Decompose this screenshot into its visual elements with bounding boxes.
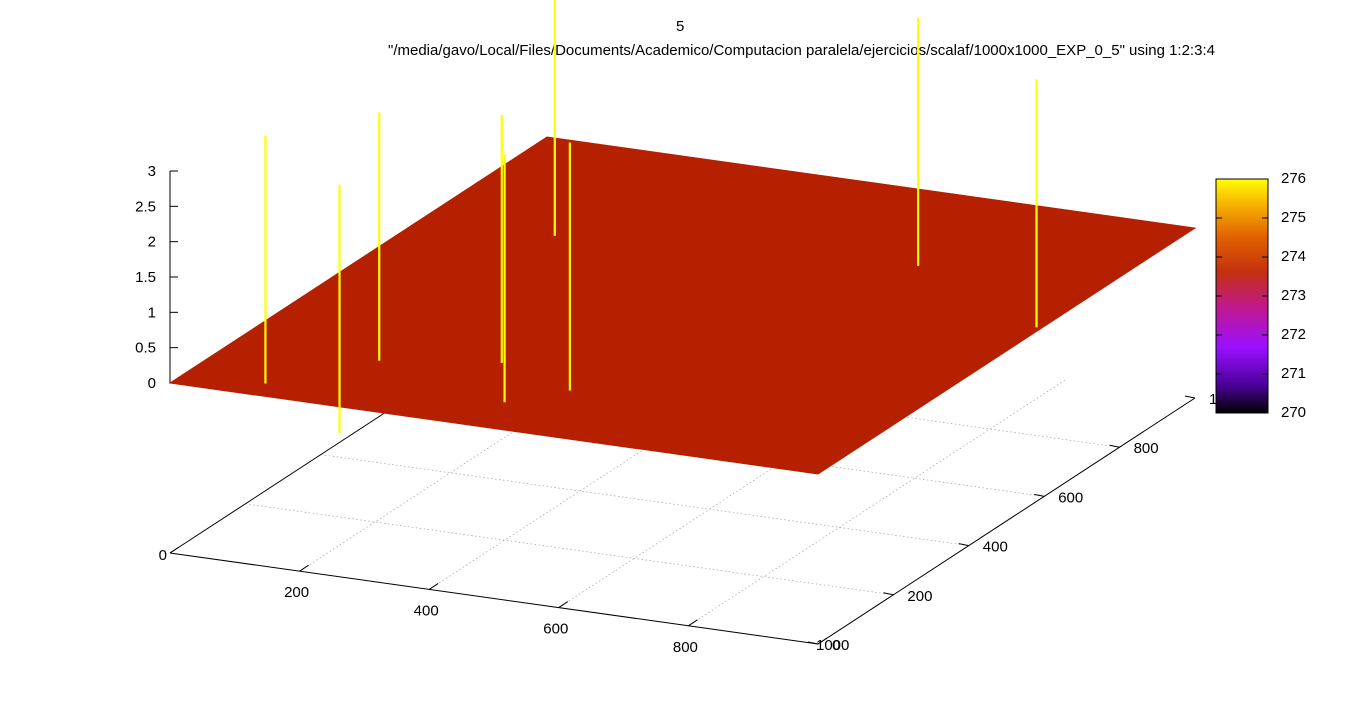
grid-line-x (688, 379, 1066, 627)
chart-subtitle: "/media/gavo/Local/Files/Documents/Acade… (388, 42, 1215, 59)
z-tick-label: 0 (148, 375, 156, 392)
x-tick (817, 637, 828, 645)
chart-title: 5 (676, 18, 685, 35)
x-tick-label: 0 (159, 547, 167, 564)
grid-line-x (429, 343, 807, 590)
colorbar-label: 276 (1281, 170, 1306, 187)
y-axis-line (817, 397, 1196, 645)
z-tick-label: 2 (148, 234, 156, 251)
z-tick-label: 3 (148, 163, 156, 180)
y-tick (807, 641, 819, 645)
z-tick-label: 2.5 (135, 198, 156, 215)
y-tick-label: 600 (1058, 489, 1083, 506)
x-tick-label: 400 (414, 602, 439, 619)
x-tick-label: 1000 (816, 637, 849, 654)
grid-line-x (299, 324, 677, 572)
y-tick-label: 800 (1134, 440, 1159, 457)
colorbar (1215, 178, 1269, 414)
x-tick-label: 200 (284, 584, 309, 601)
x-tick (688, 619, 698, 627)
colorbar-label: 274 (1281, 248, 1306, 265)
colorbar-label: 273 (1281, 287, 1306, 304)
y-tick-label: 400 (983, 539, 1008, 556)
grid-line-y (320, 454, 969, 546)
surface-plane (168, 136, 1197, 475)
y-tick (883, 592, 894, 596)
x-axis-line (169, 552, 819, 645)
colorbar-label: 271 (1281, 365, 1306, 382)
grid-line-x (558, 361, 936, 608)
colorbar-label: 272 (1281, 326, 1306, 343)
z-tick-label: 1.5 (135, 269, 156, 286)
colorbar-label: 275 (1281, 209, 1306, 226)
y-tick (1184, 395, 1196, 399)
x-tick (558, 601, 569, 609)
z-tick-label: 1 (148, 304, 156, 321)
z-tick-label: 0.5 (135, 340, 156, 357)
y-tick-label: 200 (907, 588, 932, 605)
y-tick-label: 0 (832, 637, 840, 654)
y-tick (1034, 493, 1045, 497)
x-tick-label: 800 (673, 639, 698, 656)
y-tick (1109, 444, 1120, 448)
x-tick (428, 582, 439, 590)
x-tick (299, 564, 309, 572)
x-tick-label: 600 (543, 621, 568, 638)
colorbar-label: 270 (1281, 404, 1306, 421)
x-tick (169, 546, 180, 554)
y-tick (958, 543, 969, 547)
grid-line-y (245, 503, 894, 596)
